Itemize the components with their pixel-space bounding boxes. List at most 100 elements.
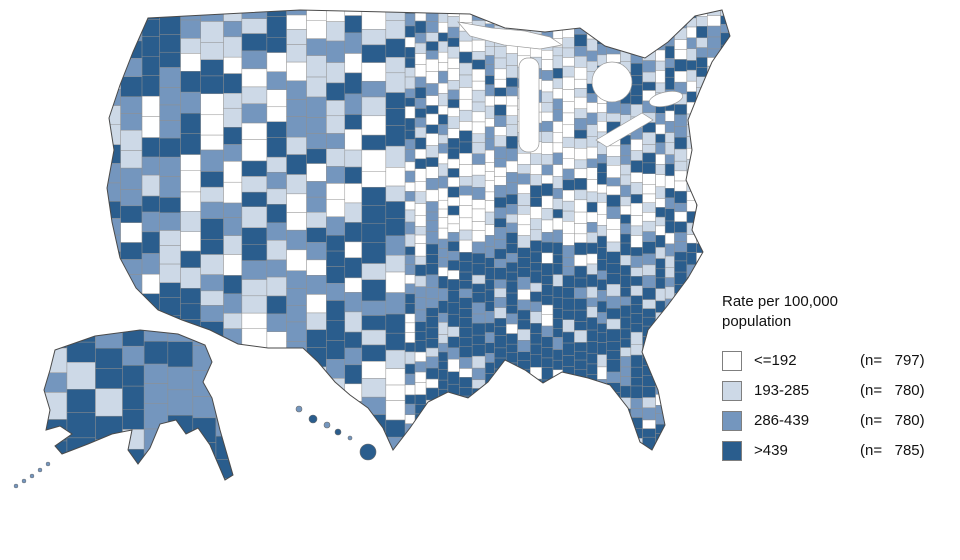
- county-cell: [414, 158, 427, 169]
- county-cell: [674, 180, 688, 192]
- county-cell: [159, 176, 181, 198]
- county-cell: [517, 193, 531, 206]
- lake-huron: [591, 61, 633, 103]
- county-cell: [361, 115, 387, 136]
- county-cell: [606, 185, 621, 196]
- county-cell: [517, 184, 531, 194]
- county-cell: [674, 385, 688, 399]
- county-cell: [686, 169, 697, 180]
- county-cell: [664, 243, 675, 257]
- county-cell: [459, 445, 473, 450]
- county-cell: [597, 437, 607, 449]
- county-cell: [414, 42, 427, 54]
- county-cell: [200, 186, 224, 203]
- county-cell: [655, 60, 666, 71]
- county-cell: [459, 62, 473, 76]
- county-cell: [562, 210, 575, 222]
- county-cell: [484, 332, 495, 343]
- county-cell: [414, 255, 427, 266]
- county-cell: [664, 327, 675, 338]
- county-cell: [731, 109, 743, 119]
- county-cell: [631, 0, 643, 4]
- county-cell: [686, 439, 697, 450]
- county-cell: [459, 405, 473, 416]
- county-cell: [505, 77, 518, 88]
- lake-erie: [595, 112, 654, 148]
- county-cell: [361, 10, 387, 12]
- county-cell: [471, 51, 486, 61]
- county-cell: [620, 397, 632, 410]
- legend-label: <=192: [754, 352, 797, 369]
- county-cell: [459, 109, 473, 122]
- county-cell: [655, 235, 666, 248]
- county-cell: [707, 243, 721, 254]
- county-cell: [574, 359, 588, 371]
- county-cell: [223, 181, 243, 204]
- hawaii-island: [308, 414, 318, 424]
- county-cell: [223, 254, 243, 276]
- county-cell: [167, 366, 194, 391]
- county-cell: [484, 342, 495, 354]
- county-cell: [655, 247, 666, 259]
- county-cell: [344, 292, 363, 313]
- county-cell: [517, 153, 531, 165]
- county-cell: [574, 13, 588, 25]
- county-cell: [630, 235, 643, 248]
- county-cell: [326, 300, 346, 321]
- county-cell: [720, 240, 730, 252]
- county-cell: [438, 288, 449, 301]
- county-cell: [597, 184, 607, 194]
- county-cell: [438, 163, 449, 177]
- county-cell: [180, 71, 201, 93]
- county-cell: [529, 354, 542, 368]
- county-cell: [586, 419, 598, 430]
- county-cell: [552, 369, 563, 382]
- county-cell: [459, 121, 473, 131]
- county-cell: [664, 448, 675, 450]
- county-cell: [484, 311, 495, 324]
- county-cell: [159, 245, 181, 265]
- county-cell: [607, 464, 621, 474]
- county-cell: [664, 409, 675, 423]
- county-cell: [95, 464, 123, 480]
- county-cell: [141, 211, 160, 233]
- county-cell: [141, 56, 160, 76]
- county-cell: [720, 146, 730, 159]
- county-cell: [438, 93, 449, 107]
- county-cell: [586, 158, 598, 169]
- county-cell: [425, 157, 439, 168]
- county-cell: [529, 270, 542, 284]
- county-cell: [120, 113, 143, 131]
- county-cell: [620, 328, 632, 340]
- county-cell: [686, 26, 697, 38]
- county-cell: [642, 419, 656, 429]
- county-cell: [664, 10, 675, 15]
- county-cell: [404, 394, 416, 405]
- county-cell: [494, 368, 507, 379]
- county-cell: [326, 62, 346, 84]
- county-cell: [664, 379, 675, 389]
- county-cell: [459, 10, 473, 14]
- county-cell: [471, 133, 486, 143]
- county-cell: [494, 46, 507, 59]
- county-cell: [643, 459, 656, 469]
- county-cell: [696, 429, 708, 441]
- county-cell: [120, 129, 143, 151]
- county-cell: [223, 36, 243, 58]
- county-cell: [447, 434, 460, 446]
- county-cell: [529, 323, 542, 334]
- county-cell: [517, 173, 531, 185]
- county-cell: [415, 462, 426, 473]
- county-cell: [630, 398, 643, 409]
- county-cell: [326, 10, 346, 22]
- county-cell: [404, 233, 416, 247]
- county-cell: [630, 13, 643, 24]
- county-cell: [107, 284, 121, 306]
- county-cell: [664, 110, 675, 122]
- county-cell: [180, 19, 201, 39]
- county-cell: [707, 253, 721, 264]
- county-cell: [562, 309, 575, 320]
- county-cell: [484, 235, 495, 248]
- county-cell: [587, 0, 597, 5]
